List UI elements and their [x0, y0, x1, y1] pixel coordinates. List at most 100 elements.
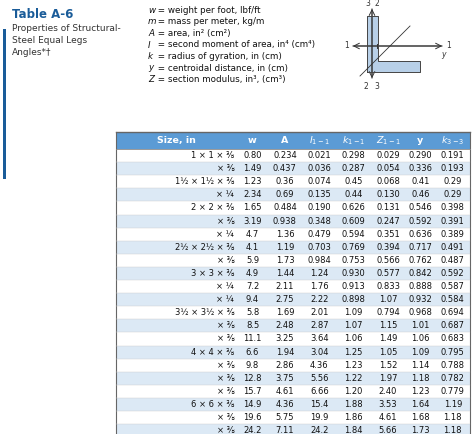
Text: 2.34: 2.34	[243, 191, 262, 199]
Text: 0.626: 0.626	[342, 204, 365, 213]
Text: 1.94: 1.94	[276, 348, 294, 357]
Text: 0.290: 0.290	[409, 151, 432, 160]
Text: 0.913: 0.913	[342, 282, 365, 291]
Text: 4.7: 4.7	[246, 230, 259, 239]
Bar	[116, 241, 470, 254]
Text: = centroidal distance, in (cm): = centroidal distance, in (cm)	[155, 63, 288, 72]
Bar	[116, 398, 470, 411]
Text: 1.18: 1.18	[444, 426, 462, 434]
Text: 3.53: 3.53	[379, 400, 397, 409]
Text: × ⅜: × ⅜	[217, 164, 234, 173]
Text: × ⅜: × ⅜	[217, 256, 234, 265]
Text: 7.2: 7.2	[246, 282, 259, 291]
Text: 0.546: 0.546	[409, 204, 432, 213]
Text: 7.11: 7.11	[276, 426, 294, 434]
Text: 1.25: 1.25	[345, 348, 363, 357]
Text: 0.41: 0.41	[411, 177, 429, 186]
Text: w: w	[148, 6, 155, 15]
Text: 1.65: 1.65	[243, 204, 262, 213]
Text: 1.52: 1.52	[379, 361, 397, 370]
Text: 0.348: 0.348	[307, 217, 331, 226]
Text: 1.14: 1.14	[411, 361, 429, 370]
Bar	[116, 214, 470, 227]
Bar	[116, 132, 470, 149]
Text: 0.074: 0.074	[308, 177, 331, 186]
Text: 2.86: 2.86	[275, 361, 294, 370]
Text: 0.068: 0.068	[376, 177, 400, 186]
Text: = area, in² (cm²): = area, in² (cm²)	[155, 29, 231, 38]
Text: 19.6: 19.6	[243, 413, 262, 422]
Text: 0.351: 0.351	[376, 230, 400, 239]
Text: 0.888: 0.888	[409, 282, 432, 291]
Text: 2.11: 2.11	[276, 282, 294, 291]
Bar	[116, 162, 470, 175]
Text: = mass per meter, kg/m: = mass per meter, kg/m	[155, 17, 264, 26]
Text: 1 × 1 × ⅜: 1 × 1 × ⅜	[191, 151, 234, 160]
Text: $Z_{1-1}$: $Z_{1-1}$	[376, 134, 401, 147]
Text: 24.2: 24.2	[310, 426, 328, 434]
Text: 1.07: 1.07	[379, 295, 397, 304]
Text: × ⅜: × ⅜	[217, 335, 234, 343]
Text: × ⅜: × ⅜	[217, 413, 234, 422]
Text: 0.487: 0.487	[441, 256, 465, 265]
Text: 5.75: 5.75	[276, 413, 294, 422]
Text: 2.01: 2.01	[310, 308, 328, 317]
Text: 0.021: 0.021	[308, 151, 331, 160]
Text: 15.4: 15.4	[310, 400, 328, 409]
Text: Z: Z	[148, 75, 154, 84]
Text: 0.584: 0.584	[441, 295, 465, 304]
Text: × ⅜: × ⅜	[217, 426, 234, 434]
Text: 0.762: 0.762	[409, 256, 432, 265]
Text: 0.794: 0.794	[376, 308, 400, 317]
Text: y: y	[148, 63, 153, 72]
Text: 1.24: 1.24	[310, 269, 328, 278]
Text: 1.23: 1.23	[243, 177, 262, 186]
Text: 0.131: 0.131	[376, 204, 400, 213]
Text: A: A	[148, 29, 154, 38]
Text: 0.29: 0.29	[444, 177, 462, 186]
Text: 0.683: 0.683	[441, 335, 465, 343]
Text: w: w	[248, 136, 257, 145]
Text: × ⅜: × ⅜	[217, 387, 234, 396]
Text: 0.577: 0.577	[376, 269, 400, 278]
Text: × ⅜: × ⅜	[217, 217, 234, 226]
Text: 2½ × 2½ × ⅜: 2½ × 2½ × ⅜	[175, 243, 234, 252]
Text: 0.234: 0.234	[273, 151, 297, 160]
Text: = second moment of area, in⁴ (cm⁴): = second moment of area, in⁴ (cm⁴)	[155, 40, 315, 49]
Text: 0.029: 0.029	[376, 151, 400, 160]
Text: 14.9: 14.9	[243, 400, 262, 409]
Text: 1.06: 1.06	[345, 335, 363, 343]
Text: 19.9: 19.9	[310, 413, 328, 422]
Text: 1: 1	[446, 42, 451, 50]
Text: 1.09: 1.09	[345, 308, 363, 317]
Text: 0.930: 0.930	[342, 269, 365, 278]
Text: 4 × 4 × ⅜: 4 × 4 × ⅜	[191, 348, 234, 357]
Text: 1.86: 1.86	[345, 413, 363, 422]
Text: 0.898: 0.898	[342, 295, 365, 304]
Text: 0.968: 0.968	[409, 308, 432, 317]
Text: 5.9: 5.9	[246, 256, 259, 265]
Text: 0.054: 0.054	[376, 164, 400, 173]
Text: $I_{1-1}$: $I_{1-1}$	[309, 134, 330, 147]
Text: 2.75: 2.75	[276, 295, 294, 304]
Text: 1.76: 1.76	[310, 282, 328, 291]
Text: I: I	[148, 40, 151, 49]
Text: 1.07: 1.07	[345, 321, 363, 330]
Text: 0.938: 0.938	[273, 217, 297, 226]
Text: 15.7: 15.7	[243, 387, 262, 396]
Text: 0.842: 0.842	[409, 269, 432, 278]
Text: 5.8: 5.8	[246, 308, 259, 317]
Text: 1.44: 1.44	[276, 269, 294, 278]
Text: 0.389: 0.389	[441, 230, 465, 239]
Text: 1.97: 1.97	[379, 374, 397, 383]
Text: 0.609: 0.609	[342, 217, 365, 226]
Text: 1.73: 1.73	[275, 256, 294, 265]
Text: 0.336: 0.336	[409, 164, 432, 173]
Text: = weight per foot, lbf/ft: = weight per foot, lbf/ft	[155, 6, 261, 15]
Text: 3.25: 3.25	[276, 335, 294, 343]
Bar	[116, 345, 470, 358]
Text: $k_{3-3}$: $k_{3-3}$	[441, 134, 465, 147]
Text: m: m	[148, 17, 156, 26]
Text: 2: 2	[363, 82, 368, 91]
Text: 0.795: 0.795	[441, 348, 465, 357]
